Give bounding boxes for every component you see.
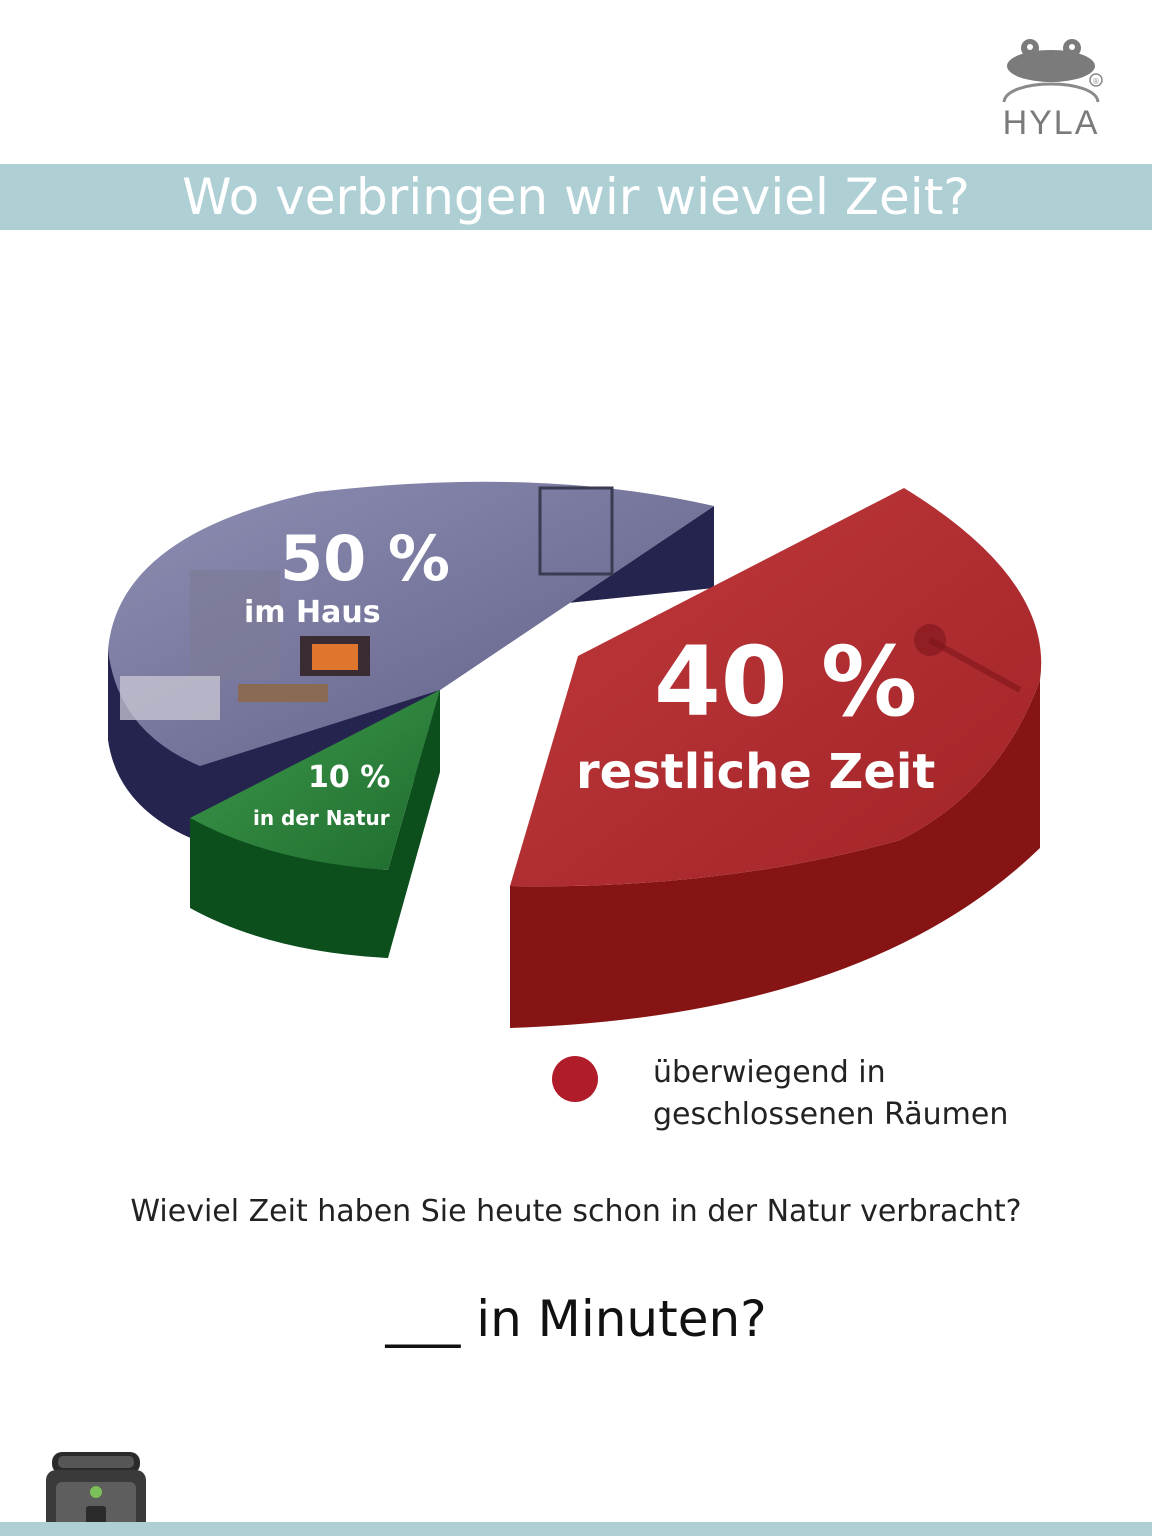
label-restliche-zeit-name: restliche Zeit [576,744,936,800]
page-title: Wo verbringen wir wieviel Zeit? [182,168,970,226]
label-restliche-zeit-value: 40 % [654,626,918,738]
slice-im-haus [108,481,714,842]
scene-picture-frame [538,486,614,576]
slice-restliche-zeit-top [510,488,1042,887]
slice-in-der-natur-side [190,690,440,958]
legend-dot [552,1056,598,1102]
frog-logo-icon: ® [1002,39,1103,103]
legend-text: überwiegend in geschlossenen Räumen [653,1052,1073,1136]
label-in-der-natur-name: in der Natur [253,806,390,830]
logo-text: HYLA [1002,104,1100,142]
scene-fire [312,644,358,670]
legend-line-2: geschlossenen Räumen [653,1097,1009,1132]
slice-in-der-natur [190,690,440,958]
slice-in-der-natur-top [190,690,440,870]
label-im-haus-value: 50 % [280,522,450,595]
pie-chart [108,481,1042,1028]
registered-mark: ® [1093,77,1099,86]
label-in-der-natur-value: 10 % [308,760,391,795]
scene-wall-panel [190,570,280,680]
legend-line-1: überwiegend in [653,1055,886,1090]
question-text: Wieviel Zeit haben Sie heute schon in de… [130,1194,1022,1229]
title-band: Wo verbringen wir wieviel Zeit? [0,164,1152,230]
answer-prompt: ___ in Minuten? [385,1290,767,1348]
label-im-haus-name: im Haus [244,595,381,630]
slice-restliche-zeit [510,488,1042,1028]
bottom-band [0,1522,1152,1536]
hyla-logo: ® HYLA [992,36,1110,144]
scene-clock-hand [928,637,1022,693]
scene-table [238,684,328,702]
scene-sofa [120,676,220,720]
slice-restliche-zeit-side [510,680,1040,1028]
